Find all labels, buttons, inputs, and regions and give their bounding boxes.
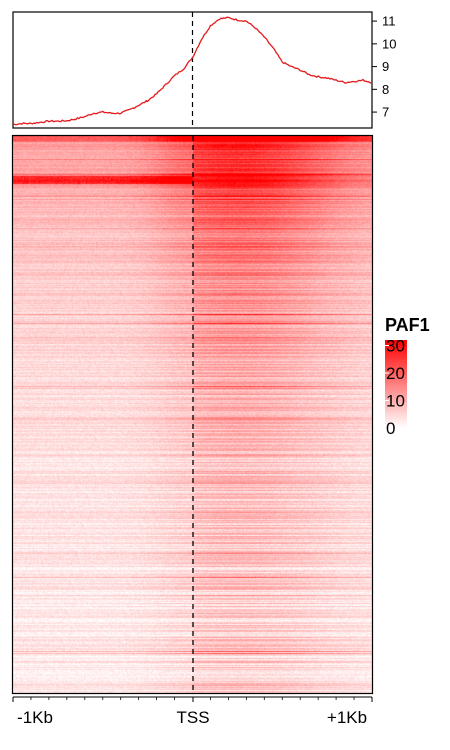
profile-y-axis: 7 8 9 10 11 [372, 14, 396, 120]
profile-y-tick-label: 9 [382, 59, 389, 74]
legend-color-bar [385, 340, 407, 428]
profile-y-tick-label: 7 [382, 105, 389, 120]
profile-y-tick-label: 11 [382, 14, 396, 29]
profile-y-tick-label: 8 [382, 82, 389, 97]
legend-tick-label: 10 [386, 392, 405, 411]
profile-series-line [12, 16, 373, 126]
profile-y-tick-label: 10 [382, 36, 396, 51]
legend-tick-label: 0 [386, 419, 395, 438]
legend-title: PAF1 [385, 315, 430, 335]
profile-plot: 7 8 9 10 11 [12, 11, 396, 129]
legend-tick-label: 30 [386, 337, 405, 356]
legend-tick-label: 20 [386, 364, 405, 383]
legend-ticks: 0 10 20 30 [385, 337, 405, 438]
